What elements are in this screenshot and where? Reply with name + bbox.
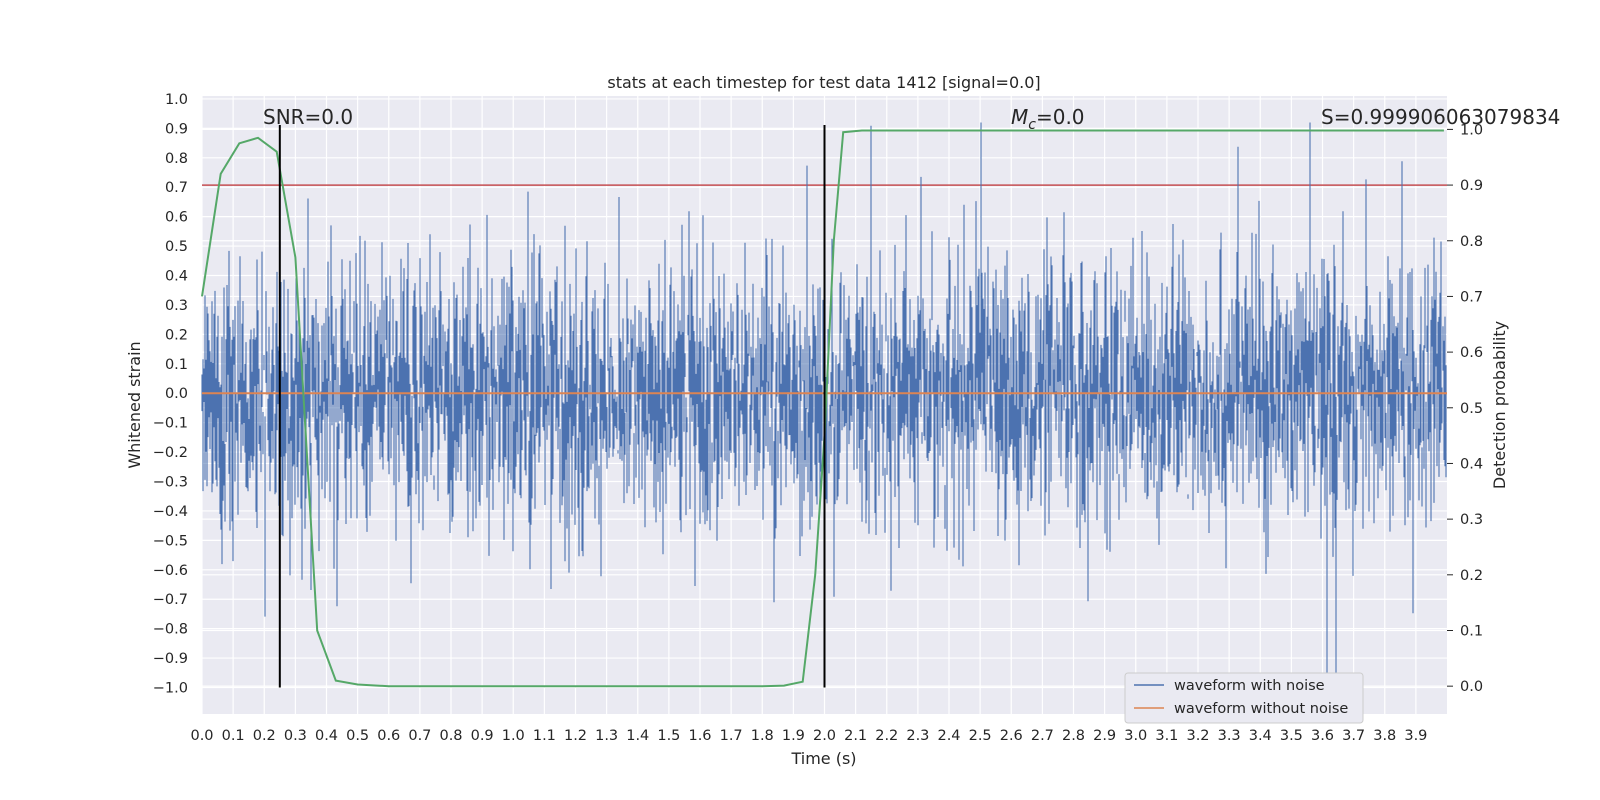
y-tick-label-right: 0.6 [1460, 345, 1483, 361]
x-tick-label: 0.3 [284, 728, 307, 744]
ticks: 0.0 0.1 0.2 0.3 0.4 0.5 0.6 0.7 0.8 0.9 1.0 1.1 1.2 1… [153, 92, 1483, 744]
chart-title: stats at each timestep for test data 141… [607, 73, 1040, 92]
chirp-mass-annotation: Mc=0.0 [1011, 105, 1085, 133]
y-tick-label-left: −0.3 [153, 475, 188, 491]
x-tick-label: 2.1 [844, 728, 867, 744]
y-tick-label-left: 0.6 [165, 210, 188, 226]
x-tick-label: 3.0 [1124, 728, 1147, 744]
y-tick-label-left: 0.8 [165, 151, 188, 167]
y-tick-label-left: −0.9 [153, 651, 188, 667]
x-tick-label: 2.7 [1031, 728, 1054, 744]
x-tick-label: 0.6 [377, 728, 400, 744]
y-tick-label-left: −0.7 [153, 592, 188, 608]
x-tick-label: 2.5 [969, 728, 992, 744]
series-detection-probability [201, 129, 1444, 688]
x-tick-label: 2.3 [906, 728, 929, 744]
y-tick-label-left: −0.6 [153, 563, 188, 579]
x-tick-label: 1.2 [564, 728, 587, 744]
y-tick-label-right: 0.7 [1460, 289, 1483, 305]
y-tick-label-left: 0.9 [165, 121, 188, 137]
x-tick-label: 1.1 [533, 728, 556, 744]
y-tick-label-right: 0.8 [1460, 234, 1483, 250]
x-tick-label: 1.4 [626, 728, 649, 744]
y-tick-label-left: −0.4 [153, 504, 188, 520]
x-tick-label: 2.2 [875, 728, 898, 744]
legend-label-noise: waveform with noise [1174, 678, 1325, 694]
y-tick-label-left: 0.2 [165, 327, 188, 343]
x-tick-label: 3.9 [1404, 728, 1427, 744]
x-tick-label: 1.5 [657, 728, 680, 744]
y-tick-label-left: 0.1 [165, 357, 188, 373]
prob-layer [201, 129, 1444, 688]
vline-layer [278, 125, 826, 688]
x-tick-label: 3.8 [1373, 728, 1396, 744]
legend-label-clean: waveform without noise [1174, 701, 1348, 717]
x-tick-label: 2.4 [937, 728, 960, 744]
y-tick-label-left: 0.3 [165, 298, 188, 314]
x-axis-label: Time (s) [790, 749, 856, 768]
y-tick-label-left: −1.0 [153, 681, 188, 697]
x-tick-label: 0.8 [439, 728, 462, 744]
y-tick-label-right: 0.4 [1460, 456, 1483, 472]
x-tick-label: 3.6 [1311, 728, 1334, 744]
y-tick-label-left: 0.4 [165, 269, 188, 285]
snr-annotation: SNR=0.0 [263, 105, 353, 129]
s-annotation: S=0.999906063079834 [1321, 105, 1560, 129]
x-tick-label: 3.5 [1280, 728, 1303, 744]
x-tick-label: 0.0 [190, 728, 213, 744]
x-tick-label: 3.2 [1186, 728, 1209, 744]
x-tick-label: 1.6 [688, 728, 711, 744]
y-axis-label-left: Whitened strain [125, 341, 144, 468]
x-tick-label: 0.9 [471, 728, 494, 744]
x-tick-label: 1.8 [751, 728, 774, 744]
x-tick-label: 0.7 [408, 728, 431, 744]
y-tick-label-left: 1.0 [165, 92, 188, 108]
y-tick-label-left: 0.7 [165, 180, 188, 196]
y-tick-label-right: 0.0 [1460, 679, 1483, 695]
chirp-mass-symbol: M [1011, 105, 1028, 129]
y-axis-label-right: Detection probability [1490, 321, 1509, 489]
x-tick-label: 0.5 [346, 728, 369, 744]
x-tick-label: 1.9 [782, 728, 805, 744]
x-tick-label: 1.7 [720, 728, 743, 744]
y-tick-label-right: 0.1 [1460, 623, 1483, 639]
legend: waveform with noise waveform without noi… [1124, 672, 1364, 724]
x-tick-label: 0.2 [253, 728, 276, 744]
x-tick-label: 3.7 [1342, 728, 1365, 744]
y-tick-label-left: −0.2 [153, 445, 188, 461]
y-tick-label-right: 0.9 [1460, 178, 1483, 194]
x-tick-label: 1.3 [595, 728, 618, 744]
x-tick-label: 0.1 [222, 728, 245, 744]
x-tick-label: 1.0 [502, 728, 525, 744]
x-tick-label: 3.1 [1155, 728, 1178, 744]
x-tick-label: 2.6 [1000, 728, 1023, 744]
x-tick-label: 3.3 [1218, 728, 1241, 744]
y-tick-label-left: −0.1 [153, 416, 188, 432]
chirp-mass-value: =0.0 [1036, 105, 1085, 129]
chirp-mass-subscript: c [1028, 117, 1036, 133]
x-tick-label: 0.4 [315, 728, 338, 744]
legend-box [1124, 672, 1364, 724]
y-tick-label-left: −0.5 [153, 533, 188, 549]
x-tick-label: 2.0 [813, 728, 836, 744]
y-tick-label-right: 0.5 [1460, 401, 1483, 417]
x-tick-label: 2.9 [1093, 728, 1116, 744]
y-tick-label-right: 0.2 [1460, 568, 1483, 584]
y-tick-label-left: −0.8 [153, 622, 188, 638]
x-tick-label: 3.4 [1249, 728, 1272, 744]
x-tick-label: 2.8 [1062, 728, 1085, 744]
y-tick-label-right: 1.0 [1460, 122, 1483, 138]
y-tick-label-left: 0.5 [165, 239, 188, 255]
y-tick-label-right: 0.3 [1460, 512, 1483, 528]
y-tick-label-left: 0.0 [165, 386, 188, 402]
